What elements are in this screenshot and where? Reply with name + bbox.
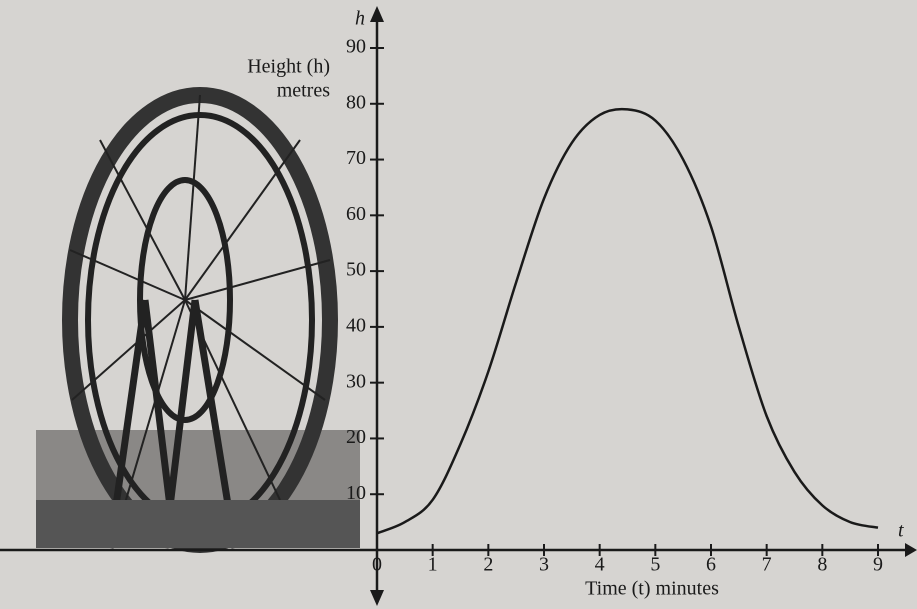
x-tick-label: 9 (873, 554, 883, 576)
y-tick-label: 60 (346, 203, 366, 225)
y-tick-label: 70 (346, 147, 366, 169)
x-tick-label: 5 (650, 554, 660, 576)
x-tick-label: 1 (428, 554, 438, 576)
y-tick-label: 50 (346, 259, 366, 281)
y-tick-label: 40 (346, 314, 366, 336)
x-axis-name: t (898, 520, 904, 542)
chart: h t Height (h) metres Time (t) minutes 0… (0, 0, 917, 609)
x-tick-label: 2 (483, 554, 493, 576)
x-tick-label: 6 (706, 554, 716, 576)
y-axis-label: metres (277, 80, 331, 102)
y-tick-label: 80 (346, 91, 366, 113)
x-tick-label: 7 (762, 554, 772, 576)
y-tick-label: 20 (346, 426, 366, 448)
y-tick-label: 30 (346, 370, 366, 392)
x-tick-label: 4 (595, 554, 605, 576)
x-tick-label: 0 (372, 554, 382, 576)
y-axis-label: Height (h) (247, 56, 330, 78)
x-axis-label: Time (t) minutes (585, 578, 719, 600)
y-axis-name: h (355, 8, 365, 30)
y-tick-label: 10 (346, 482, 366, 504)
x-tick-label: 3 (539, 554, 549, 576)
y-tick-label: 90 (346, 36, 366, 58)
x-tick-label: 8 (817, 554, 827, 576)
